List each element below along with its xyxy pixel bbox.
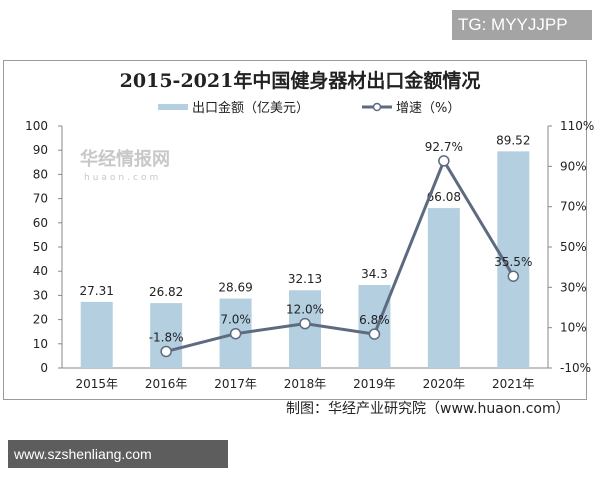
growth-data-label: -1.8% bbox=[149, 330, 184, 344]
x-tick-label: 2016年 bbox=[145, 377, 188, 391]
left-tick-label: 90 bbox=[33, 143, 48, 157]
growth-data-label: 35.5% bbox=[494, 255, 532, 269]
left-tick-label: 0 bbox=[40, 361, 48, 375]
growth-marker bbox=[229, 327, 242, 340]
right-tick-label: -10% bbox=[560, 361, 591, 375]
right-tick-label: 70% bbox=[560, 200, 587, 214]
left-tick-label: 100 bbox=[25, 119, 48, 133]
bar-data-label: 28.69 bbox=[218, 281, 252, 295]
x-tick-label: 2018年 bbox=[284, 377, 327, 391]
growth-marker bbox=[299, 317, 311, 330]
right-tick-label: 30% bbox=[560, 280, 587, 294]
chart-credit: 制图：华经产业研究院（www.huaon.com） bbox=[286, 401, 570, 417]
watermark-tag: TG: MYYJJPP bbox=[452, 10, 592, 40]
legend-line-marker bbox=[372, 102, 382, 112]
right-tick-label: 50% bbox=[560, 240, 587, 254]
bar-data-label: 34.3 bbox=[361, 267, 388, 281]
growth-data-label: 7.0% bbox=[220, 313, 251, 327]
x-tick-label: 2020年 bbox=[423, 377, 466, 391]
bar-data-label: 66.08 bbox=[427, 190, 461, 204]
growth-marker bbox=[160, 345, 172, 358]
left-tick-label: 70 bbox=[33, 192, 48, 206]
growth-data-label: 92.7% bbox=[425, 140, 463, 154]
right-tick-label: 90% bbox=[560, 159, 587, 173]
left-tick-label: 80 bbox=[33, 167, 48, 181]
bar-data-label: 89.52 bbox=[496, 133, 530, 147]
x-tick-label: 2021年 bbox=[492, 377, 535, 391]
left-tick-label: 40 bbox=[33, 264, 48, 278]
bar-data-label: 27.31 bbox=[80, 284, 114, 298]
bar bbox=[358, 284, 391, 368]
bar bbox=[80, 301, 113, 368]
bar-data-label: 32.13 bbox=[288, 272, 322, 286]
growth-line bbox=[165, 157, 515, 353]
legend-bar-label: 出口金额（亿美元） bbox=[192, 100, 309, 116]
left-tick-label: 20 bbox=[33, 313, 48, 327]
logo-watermark-sub: huaon.com bbox=[84, 173, 161, 183]
legend-line-label: 增速（%） bbox=[396, 101, 460, 116]
growth-data-label: 12.0% bbox=[286, 303, 324, 317]
growth-marker bbox=[368, 328, 381, 340]
left-tick-label: 30 bbox=[33, 288, 48, 302]
x-tick-label: 2015年 bbox=[75, 377, 118, 391]
x-tick-label: 2019年 bbox=[353, 377, 396, 391]
x-tick-label: 2017年 bbox=[214, 377, 257, 391]
bar-data-label: 26.82 bbox=[149, 285, 183, 299]
left-tick-label: 60 bbox=[33, 216, 48, 230]
chart-title: 2015-2021年中国健身器材出口金额情况 bbox=[119, 70, 481, 92]
logo-watermark: 华经情报网 bbox=[80, 148, 170, 170]
growth-data-label: 6.8% bbox=[359, 313, 390, 327]
right-tick-label: 110% bbox=[560, 119, 594, 133]
left-tick-label: 50 bbox=[33, 240, 48, 254]
bar bbox=[427, 208, 460, 368]
footer-url: www.szshenliang.com bbox=[8, 440, 228, 468]
growth-marker bbox=[507, 270, 520, 282]
left-tick-label: 10 bbox=[33, 337, 48, 351]
growth-marker bbox=[438, 155, 450, 167]
legend-bar-swatch bbox=[158, 104, 188, 110]
right-tick-label: 10% bbox=[560, 321, 587, 335]
